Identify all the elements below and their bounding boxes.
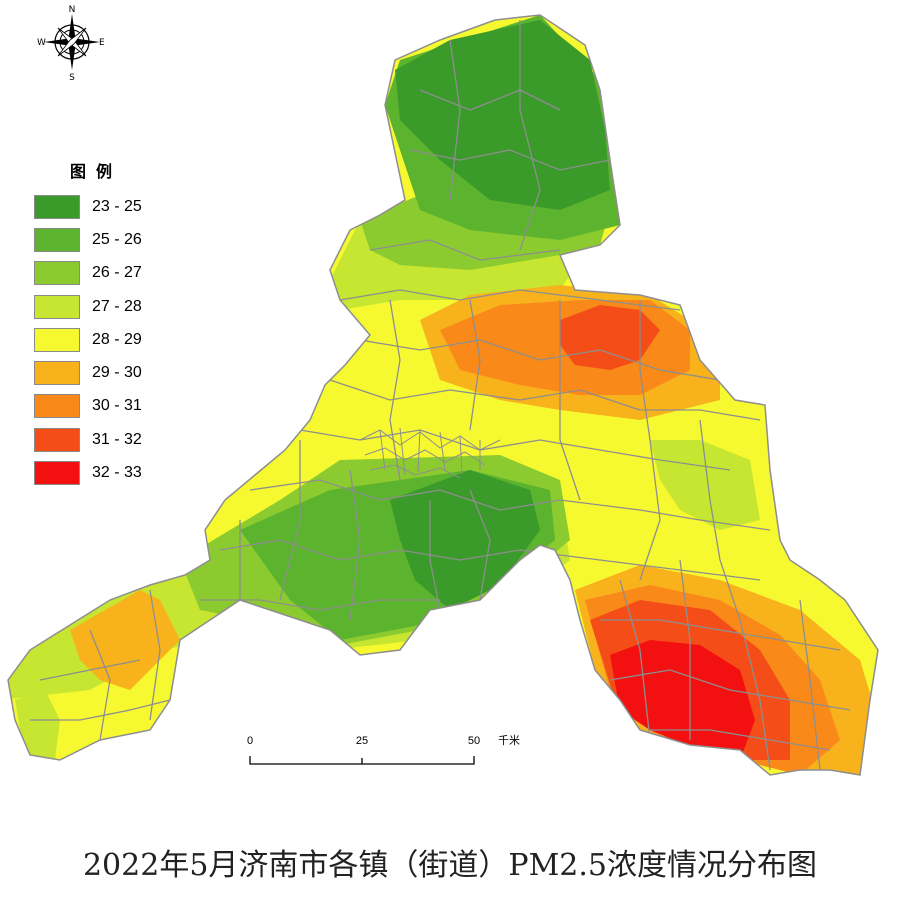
legend-swatch [34,427,80,452]
legend-swatch [34,227,80,252]
scale-tick-label: 0 [247,735,253,747]
map-legend: 图例 23 - 25 25 - 26 26 - 27 27 - 28 28 - … [34,158,174,490]
legend-label: 32 - 33 [92,464,142,482]
legend-item: 26 - 27 [34,257,174,290]
legend-item: 28 - 29 [34,323,174,356]
legend-item: 29 - 30 [34,356,174,389]
compass-icon: N S W E [37,5,105,83]
legend-swatch [34,327,80,352]
scale-bar: 0 25 50 千米 [247,734,520,765]
scale-tick-label: 50 [468,735,480,747]
legend-item: 31 - 32 [34,423,174,456]
zone-sw-lightgreen [15,690,60,760]
legend-label: 30 - 31 [92,397,142,415]
scale-tick-label: 25 [356,735,368,747]
legend-item: 30 - 31 [34,390,174,423]
legend-swatch [34,394,80,419]
scale-unit: 千米 [498,734,520,747]
legend-label: 23 - 25 [92,197,142,215]
scale-line [249,756,475,765]
zone-se-deepred [610,640,755,760]
zone-south-darkgreen [390,470,540,610]
compass-north: N [69,5,76,15]
legend-label: 29 - 30 [92,364,142,382]
legend-label: 25 - 26 [92,230,142,248]
legend-label: 26 - 27 [92,264,142,282]
compass-east: E [99,38,105,48]
legend-swatch [34,261,80,286]
compass-west: W [37,38,46,48]
legend-label: 27 - 28 [92,297,142,315]
legend-item: 23 - 25 [34,190,174,223]
legend-swatch [34,461,80,486]
legend-label: 31 - 32 [92,430,142,448]
zone-north-darkgreen [395,20,610,210]
zone-sw-orange [70,590,180,690]
urban-core-boundaries [359,427,501,479]
legend-item: 27 - 28 [34,290,174,323]
legend-label: 28 - 29 [92,330,142,348]
legend-title: 图例 [70,162,123,181]
legend-swatch [34,194,80,219]
map-title: 2022年5月济南市各镇（街道）PM2.5浓度情况分布图 [82,848,818,883]
legend-item: 32 - 33 [34,456,174,489]
legend-swatch [34,294,80,319]
legend-swatch [34,361,80,386]
township-boundaries [30,20,851,771]
compass-south: S [69,73,75,83]
zone-east-red [560,305,660,370]
legend-item: 25 - 26 [34,223,174,256]
